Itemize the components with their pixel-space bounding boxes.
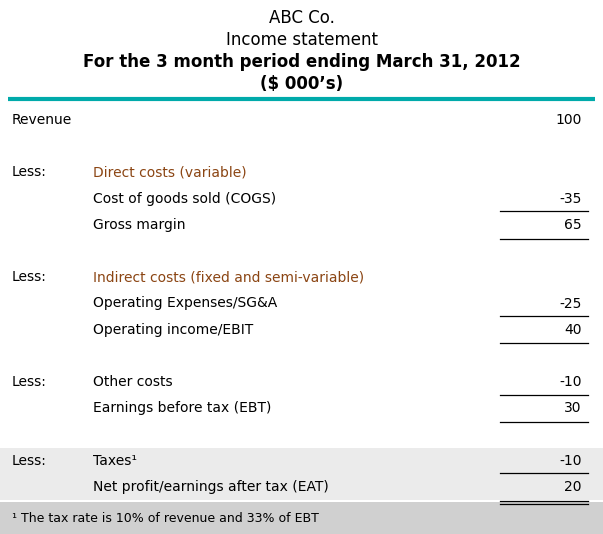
Text: Taxes¹: Taxes¹ xyxy=(93,454,137,468)
Text: Net profit/earnings after tax (EAT): Net profit/earnings after tax (EAT) xyxy=(93,480,329,494)
Text: Less:: Less: xyxy=(12,270,47,284)
Text: Less:: Less: xyxy=(12,454,47,468)
Text: For the 3 month period ending March 31, 2012: For the 3 month period ending March 31, … xyxy=(83,53,520,71)
Bar xyxy=(0,502,603,534)
Text: Revenue: Revenue xyxy=(12,113,72,127)
Text: Earnings before tax (EBT): Earnings before tax (EBT) xyxy=(93,401,272,415)
Text: Operating Expenses/SG&A: Operating Expenses/SG&A xyxy=(93,296,278,310)
Text: -25: -25 xyxy=(560,296,582,310)
Text: 40: 40 xyxy=(564,323,582,337)
Text: Less:: Less: xyxy=(12,166,47,179)
Text: -10: -10 xyxy=(560,375,582,389)
Text: ($ 000’s): ($ 000’s) xyxy=(260,75,343,93)
Text: -35: -35 xyxy=(560,192,582,206)
Text: -10: -10 xyxy=(560,454,582,468)
Text: Cost of goods sold (COGS): Cost of goods sold (COGS) xyxy=(93,192,277,206)
Text: Gross margin: Gross margin xyxy=(93,218,186,232)
Text: Direct costs (variable): Direct costs (variable) xyxy=(93,166,247,179)
Text: Income statement: Income statement xyxy=(226,31,377,49)
Text: 20: 20 xyxy=(564,480,582,494)
Text: ¹ The tax rate is 10% of revenue and 33% of EBT: ¹ The tax rate is 10% of revenue and 33%… xyxy=(12,513,319,525)
Text: Indirect costs (fixed and semi-variable): Indirect costs (fixed and semi-variable) xyxy=(93,270,365,284)
Text: Other costs: Other costs xyxy=(93,375,173,389)
Text: 100: 100 xyxy=(555,113,582,127)
Bar xyxy=(0,447,603,500)
Text: Operating income/EBIT: Operating income/EBIT xyxy=(93,323,254,337)
Text: ABC Co.: ABC Co. xyxy=(268,9,335,27)
Text: 65: 65 xyxy=(564,218,582,232)
Text: Less:: Less: xyxy=(12,375,47,389)
Text: 30: 30 xyxy=(564,401,582,415)
